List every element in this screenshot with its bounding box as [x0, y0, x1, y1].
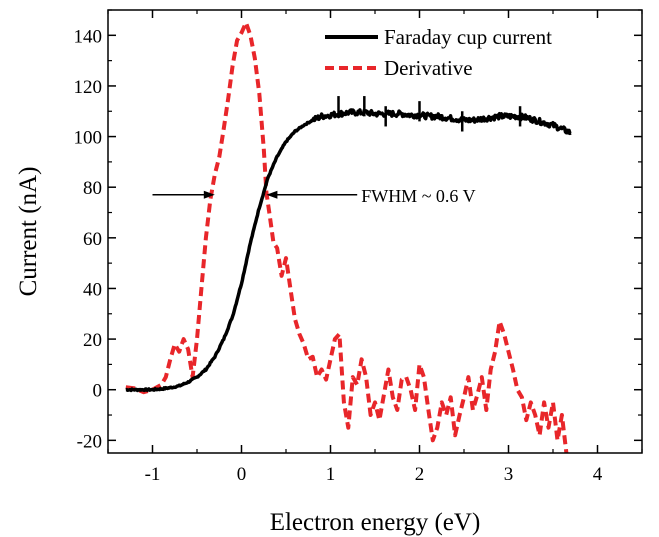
x-axis: -1 0 1 2 3 4 [107, 10, 643, 485]
y-tick-label: -20 [77, 431, 102, 452]
fwhm-label: FWHM ~ 0.6 V [361, 186, 475, 206]
y-axis: -20 0 20 40 60 80 100 120 140 [74, 9, 642, 452]
legend-label-faraday: Faraday cup current [384, 25, 552, 49]
x-tick-label: 4 [593, 464, 603, 485]
fwhm-arrowhead-right [266, 190, 278, 199]
x-tick-label: 2 [415, 464, 425, 485]
plot-area [124, 20, 572, 454]
y-tick-label: 80 [83, 178, 102, 199]
y-tick-label: 100 [74, 128, 103, 149]
y-tick-label: 60 [83, 229, 102, 250]
y-tick-label: 40 [83, 279, 102, 300]
legend: Faraday cup current Derivative [325, 25, 552, 80]
x-tick-label: 3 [504, 464, 514, 485]
x-tick-label: -1 [145, 464, 161, 485]
fwhm-arrowhead-left [203, 190, 215, 199]
x-axis-title: Electron energy (eV) [270, 509, 481, 536]
legend-label-derivative: Derivative [384, 56, 473, 80]
series-line-derivative [125, 20, 569, 454]
y-tick-label: 0 [93, 381, 103, 402]
y-tick-label: 20 [83, 330, 102, 351]
fwhm-annotation: FWHM ~ 0.6 V [152, 186, 476, 206]
x-tick-label: 1 [326, 464, 336, 485]
x-tick-label: 0 [237, 464, 247, 485]
plot-frame [107, 9, 643, 454]
y-axis-title: Current (nA) [15, 167, 42, 297]
series-line-faraday [124, 108, 572, 393]
y-tick-label: 140 [74, 26, 103, 47]
y-tick-label: 120 [74, 77, 103, 98]
